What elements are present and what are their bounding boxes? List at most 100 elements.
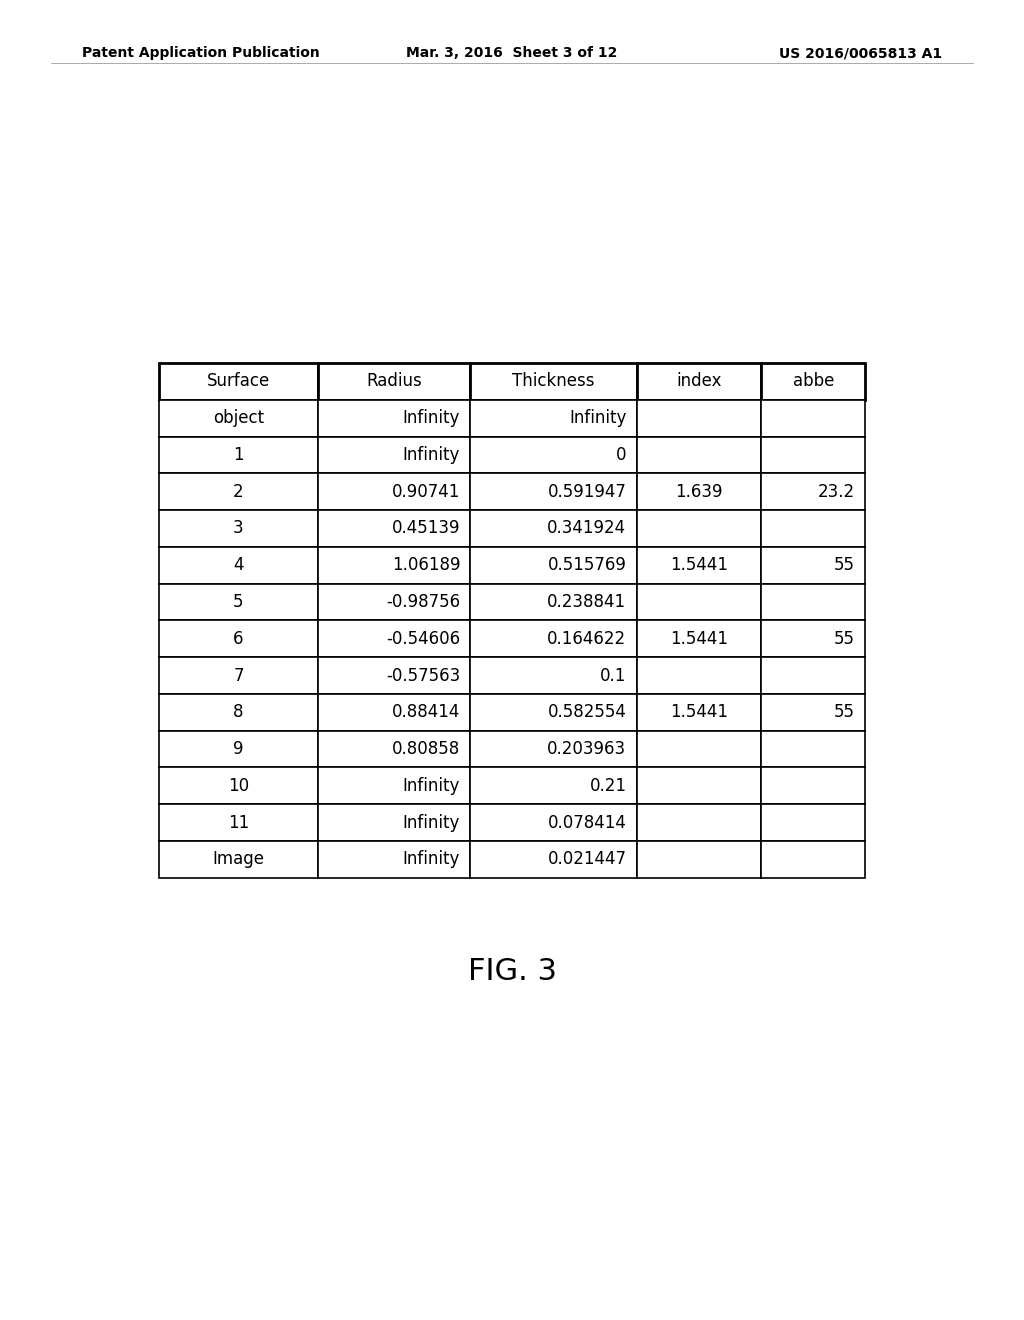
Bar xyxy=(470,510,637,546)
Text: abbe: abbe xyxy=(793,372,834,391)
Bar xyxy=(470,546,637,583)
Text: FIG. 3: FIG. 3 xyxy=(468,957,556,986)
Text: 55: 55 xyxy=(834,556,855,574)
Bar xyxy=(159,437,318,474)
Text: -0.98756: -0.98756 xyxy=(386,593,460,611)
Bar xyxy=(318,400,470,437)
Bar xyxy=(470,841,637,878)
Bar xyxy=(470,474,637,510)
Text: Thickness: Thickness xyxy=(512,372,595,391)
Text: 10: 10 xyxy=(227,777,249,795)
Bar xyxy=(159,841,318,878)
Bar xyxy=(762,546,865,583)
Bar xyxy=(762,400,865,437)
Bar xyxy=(762,804,865,841)
Bar xyxy=(318,694,470,731)
Bar xyxy=(762,510,865,546)
Bar xyxy=(470,731,637,767)
Bar xyxy=(637,363,762,400)
Text: 0.80858: 0.80858 xyxy=(392,741,460,758)
Text: 0.21: 0.21 xyxy=(590,777,627,795)
Bar xyxy=(762,474,865,510)
Text: object: object xyxy=(213,409,264,428)
Bar xyxy=(159,474,318,510)
Bar xyxy=(318,657,470,694)
Bar xyxy=(762,841,865,878)
Bar xyxy=(470,694,637,731)
Bar xyxy=(318,804,470,841)
Bar xyxy=(318,510,470,546)
Text: Infinity: Infinity xyxy=(569,409,627,428)
Bar xyxy=(159,583,318,620)
Text: 5: 5 xyxy=(233,593,244,611)
Text: 0.078414: 0.078414 xyxy=(548,813,627,832)
Bar xyxy=(318,474,470,510)
Bar xyxy=(470,583,637,620)
Bar xyxy=(762,767,865,804)
Text: -0.54606: -0.54606 xyxy=(386,630,460,648)
Bar xyxy=(637,804,762,841)
Bar xyxy=(159,657,318,694)
Text: Image: Image xyxy=(212,850,264,869)
Text: 0.88414: 0.88414 xyxy=(392,704,460,721)
Bar xyxy=(318,583,470,620)
Bar xyxy=(637,583,762,620)
Bar xyxy=(159,546,318,583)
Bar xyxy=(637,400,762,437)
Bar xyxy=(470,400,637,437)
Bar xyxy=(470,363,637,400)
Bar xyxy=(637,620,762,657)
Text: US 2016/0065813 A1: US 2016/0065813 A1 xyxy=(779,46,942,61)
Text: 7: 7 xyxy=(233,667,244,685)
Bar xyxy=(318,546,470,583)
Bar xyxy=(637,510,762,546)
Text: 1: 1 xyxy=(233,446,244,463)
Text: Infinity: Infinity xyxy=(402,850,460,869)
Text: 3: 3 xyxy=(233,520,244,537)
Bar xyxy=(637,474,762,510)
Bar xyxy=(159,620,318,657)
Text: 23.2: 23.2 xyxy=(818,483,855,500)
Text: 9: 9 xyxy=(233,741,244,758)
Text: 0.1: 0.1 xyxy=(600,667,627,685)
Text: Mar. 3, 2016  Sheet 3 of 12: Mar. 3, 2016 Sheet 3 of 12 xyxy=(407,46,617,61)
Text: 0.341924: 0.341924 xyxy=(547,520,627,537)
Bar xyxy=(159,731,318,767)
Bar xyxy=(637,437,762,474)
Bar xyxy=(762,657,865,694)
Text: 1.5441: 1.5441 xyxy=(670,630,728,648)
Bar xyxy=(159,510,318,546)
Text: 4: 4 xyxy=(233,556,244,574)
Bar xyxy=(637,841,762,878)
Bar xyxy=(318,767,470,804)
Text: Infinity: Infinity xyxy=(402,777,460,795)
Bar xyxy=(762,694,865,731)
Text: 0.021447: 0.021447 xyxy=(548,850,627,869)
Text: 0.45139: 0.45139 xyxy=(392,520,460,537)
Text: Infinity: Infinity xyxy=(402,813,460,832)
Bar xyxy=(470,804,637,841)
Text: 0.582554: 0.582554 xyxy=(548,704,627,721)
Text: -0.57563: -0.57563 xyxy=(386,667,460,685)
Text: Infinity: Infinity xyxy=(402,409,460,428)
Text: 0: 0 xyxy=(616,446,627,463)
Text: 55: 55 xyxy=(834,704,855,721)
Bar xyxy=(762,363,865,400)
Text: 0.164622: 0.164622 xyxy=(547,630,627,648)
Bar xyxy=(637,731,762,767)
Text: 1.5441: 1.5441 xyxy=(670,556,728,574)
Text: 2: 2 xyxy=(233,483,244,500)
Bar xyxy=(637,767,762,804)
Bar xyxy=(637,657,762,694)
Bar xyxy=(159,694,318,731)
Bar xyxy=(762,620,865,657)
Text: 6: 6 xyxy=(233,630,244,648)
Text: 55: 55 xyxy=(834,630,855,648)
Text: Patent Application Publication: Patent Application Publication xyxy=(82,46,319,61)
Bar xyxy=(318,363,470,400)
Bar xyxy=(637,694,762,731)
Bar xyxy=(318,620,470,657)
Bar xyxy=(159,363,318,400)
Bar xyxy=(470,437,637,474)
Text: 1.06189: 1.06189 xyxy=(392,556,460,574)
